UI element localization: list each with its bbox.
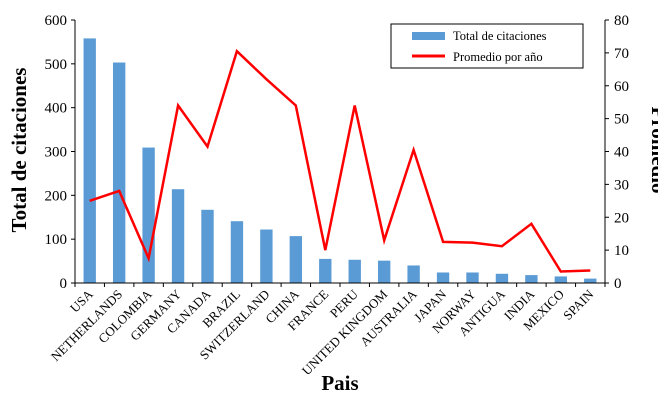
- y2-tick-label: 60: [614, 79, 629, 95]
- bar: [407, 265, 420, 283]
- bar: [348, 259, 361, 283]
- y-tick-label: 600: [45, 13, 68, 29]
- y2-axis-title: Promedio: [647, 106, 658, 193]
- bar: [201, 209, 214, 283]
- bar: [495, 273, 509, 283]
- left-axis-ticks: 0 100 200 300 400 500 600: [45, 13, 75, 292]
- bar: [466, 272, 479, 283]
- y-tick-label: 300: [45, 145, 68, 161]
- bar: [319, 258, 332, 283]
- y-axis-title: Total de citaciones: [7, 68, 31, 233]
- y-tick-label: 400: [45, 101, 68, 117]
- y-tick-label: 200: [45, 188, 68, 204]
- legend-label-line: Promedio por año: [453, 50, 543, 64]
- legend-box: [390, 23, 584, 69]
- legend-swatch-bars: [412, 32, 445, 40]
- bar: [112, 62, 126, 283]
- y2-tick-label: 70: [614, 46, 629, 62]
- bar: [525, 275, 538, 283]
- right-axis-ticks: 0 10 20 30 40 50 60 70 80: [605, 13, 629, 292]
- y2-tick-label: 30: [614, 177, 629, 193]
- bar: [83, 38, 96, 283]
- bar: [554, 276, 568, 283]
- bar: [289, 236, 303, 283]
- category-label: SPAIN: [560, 286, 597, 323]
- bar: [584, 278, 597, 283]
- x-axis-title: Pais: [321, 371, 358, 394]
- y-tick-label: 100: [45, 232, 68, 248]
- legend-label-bars: Total de citaciones: [453, 29, 547, 43]
- category-labels: USANETHERLANDSCOLOMBIAGERMANYCANADABRAZI…: [48, 286, 597, 378]
- bar: [377, 260, 391, 283]
- y-tick-label: 0: [60, 276, 68, 292]
- y2-tick-label: 0: [614, 276, 622, 292]
- y-tick-label: 500: [45, 57, 68, 73]
- bar-series: [83, 38, 597, 283]
- line-path: [89, 48, 591, 273]
- bar: [230, 221, 244, 283]
- y2-tick-label: 40: [614, 145, 629, 161]
- y2-tick-label: 50: [614, 112, 629, 128]
- bar: [436, 272, 450, 283]
- bar: [171, 189, 185, 283]
- y2-tick-label: 80: [614, 13, 629, 29]
- y2-tick-label: 10: [614, 243, 629, 259]
- y2-tick-label: 20: [614, 210, 629, 226]
- bar: [260, 229, 273, 283]
- line-series: [89, 48, 591, 273]
- legend: Total de citaciones Promedio por año: [390, 23, 584, 69]
- bar: [142, 147, 155, 283]
